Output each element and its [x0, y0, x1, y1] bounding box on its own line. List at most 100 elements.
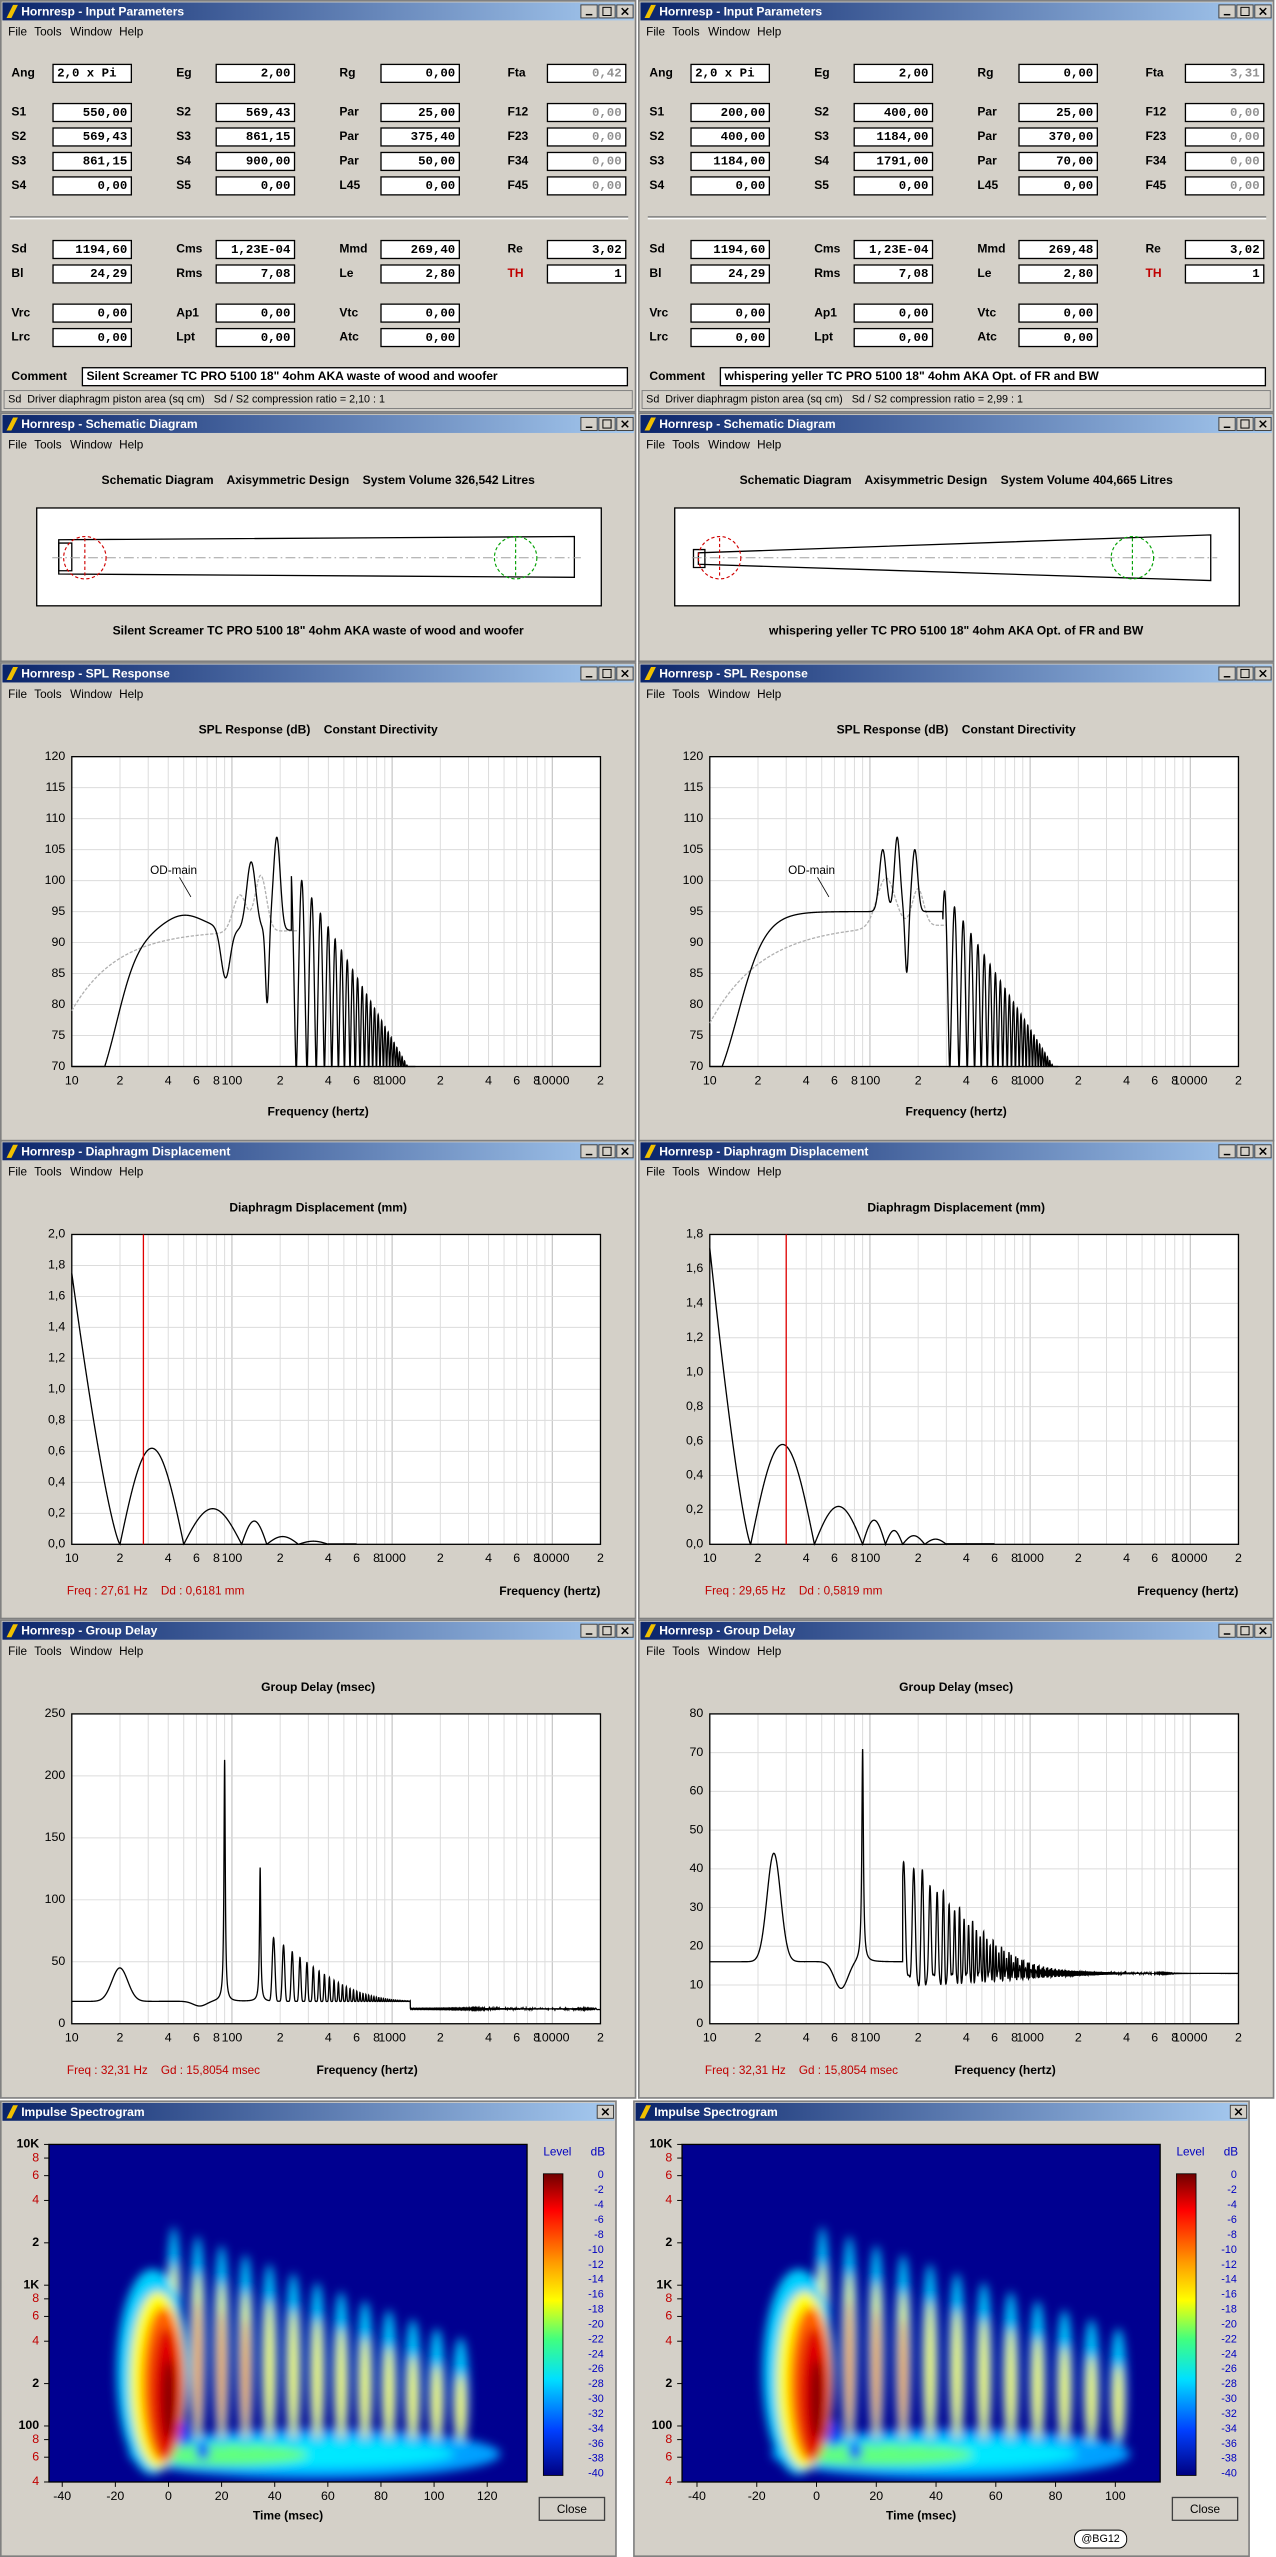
field-box[interactable]	[546, 102, 627, 123]
maximize-button[interactable]	[598, 416, 616, 432]
field-box[interactable]	[380, 176, 460, 196]
field-box[interactable]	[546, 176, 627, 196]
menu-item[interactable]: File	[646, 1645, 665, 1658]
field-box[interactable]	[380, 63, 460, 84]
field-box[interactable]	[52, 63, 133, 84]
menu-item[interactable]: Help	[119, 438, 144, 451]
field-box[interactable]	[853, 327, 934, 348]
field-box[interactable]	[380, 239, 460, 260]
close-button[interactable]	[1171, 2496, 1239, 2521]
menu-item[interactable]: Help	[757, 438, 782, 451]
field-box[interactable]	[215, 63, 296, 84]
field-box[interactable]	[853, 239, 934, 260]
menu-item[interactable]: Window	[70, 1645, 112, 1658]
field-box[interactable]	[690, 327, 771, 348]
field-box[interactable]	[690, 264, 771, 284]
field-box[interactable]	[1184, 176, 1265, 196]
minimize-button[interactable]	[1218, 416, 1236, 432]
menu-item[interactable]: Help	[119, 1645, 144, 1658]
minimize-button[interactable]	[1218, 1623, 1236, 1638]
menu-item[interactable]: Help	[757, 1166, 782, 1179]
field-box[interactable]	[380, 102, 460, 123]
menu-item[interactable]: Window	[70, 688, 112, 701]
menu-item[interactable]: File	[646, 438, 665, 451]
menu-item[interactable]: File	[646, 688, 665, 701]
field-box[interactable]	[690, 63, 771, 84]
menu-item[interactable]: Tools	[672, 1645, 700, 1658]
field-box[interactable]	[690, 176, 771, 196]
field-box[interactable]	[1184, 264, 1265, 284]
field-box[interactable]	[1184, 151, 1265, 172]
minimize-button[interactable]	[580, 1623, 598, 1638]
close-button[interactable]	[538, 2496, 606, 2521]
menu-item[interactable]: File	[8, 1166, 27, 1179]
field-box[interactable]	[52, 151, 133, 172]
menu-item[interactable]: Help	[757, 688, 782, 701]
menu-item[interactable]: Help	[119, 26, 144, 39]
field-box[interactable]	[853, 176, 934, 196]
menu-item[interactable]: Tools	[672, 688, 700, 701]
maximize-button[interactable]	[1236, 416, 1254, 432]
menu-item[interactable]: Tools	[672, 26, 700, 39]
field-box[interactable]	[1184, 102, 1265, 123]
field-box[interactable]	[546, 151, 627, 172]
menu-item[interactable]: Tools	[34, 1645, 62, 1658]
field-box[interactable]	[380, 327, 460, 348]
menu-item[interactable]: File	[8, 688, 27, 701]
field-box[interactable]	[690, 303, 771, 323]
minimize-button[interactable]	[580, 666, 598, 681]
menu-item[interactable]: Tools	[34, 1166, 62, 1179]
field-box[interactable]	[853, 264, 934, 284]
close-button-label[interactable]: Close	[1190, 2503, 1220, 2516]
field-box[interactable]	[52, 327, 133, 348]
menu-item[interactable]: Tools	[34, 26, 62, 39]
field-box[interactable]	[215, 327, 296, 348]
field-box[interactable]	[215, 176, 296, 196]
field-box[interactable]	[52, 264, 133, 284]
field-box[interactable]	[690, 102, 771, 123]
minimize-button[interactable]	[580, 416, 598, 432]
menu-item[interactable]: Window	[708, 1166, 750, 1179]
menu-item[interactable]: Window	[708, 1645, 750, 1658]
menu-item[interactable]: File	[8, 438, 27, 451]
menu-item[interactable]: Window	[70, 1166, 112, 1179]
menu-item[interactable]: Tools	[34, 438, 62, 451]
minimize-button[interactable]	[1218, 4, 1236, 19]
field-box[interactable]	[853, 151, 934, 172]
field-box[interactable]	[1018, 63, 1098, 84]
field-box[interactable]	[215, 151, 296, 172]
minimize-button[interactable]	[1218, 1144, 1236, 1159]
field-box[interactable]	[853, 63, 934, 84]
field-box[interactable]	[853, 102, 934, 123]
comment-box[interactable]	[81, 367, 629, 387]
field-box[interactable]	[690, 239, 771, 260]
field-box[interactable]	[215, 303, 296, 323]
field-box[interactable]	[690, 151, 771, 172]
field-box[interactable]	[52, 239, 133, 260]
menu-item[interactable]: Window	[708, 438, 750, 451]
field-box[interactable]	[1018, 327, 1098, 348]
field-box[interactable]	[1018, 102, 1098, 123]
menu-item[interactable]: Window	[708, 26, 750, 39]
menu-item[interactable]: Help	[119, 688, 144, 701]
menu-item[interactable]: Tools	[34, 688, 62, 701]
field-box[interactable]	[1184, 63, 1265, 84]
menu-item[interactable]: Help	[119, 1166, 144, 1179]
field-box[interactable]	[215, 102, 296, 123]
field-box[interactable]	[1018, 264, 1098, 284]
field-box[interactable]	[546, 264, 627, 284]
comment-box[interactable]	[719, 367, 1267, 387]
field-box[interactable]	[853, 127, 934, 147]
field-box[interactable]	[1184, 127, 1265, 147]
menu-item[interactable]: Help	[757, 26, 782, 39]
field-box[interactable]	[52, 303, 133, 323]
field-box[interactable]	[1018, 151, 1098, 172]
field-box[interactable]	[380, 303, 460, 323]
menu-item[interactable]: File	[8, 1645, 27, 1658]
field-box[interactable]	[380, 151, 460, 172]
field-box[interactable]	[1018, 239, 1098, 260]
field-box[interactable]	[690, 127, 771, 147]
field-box[interactable]	[546, 63, 627, 84]
field-box[interactable]	[215, 127, 296, 147]
menu-item[interactable]: File	[646, 26, 665, 39]
